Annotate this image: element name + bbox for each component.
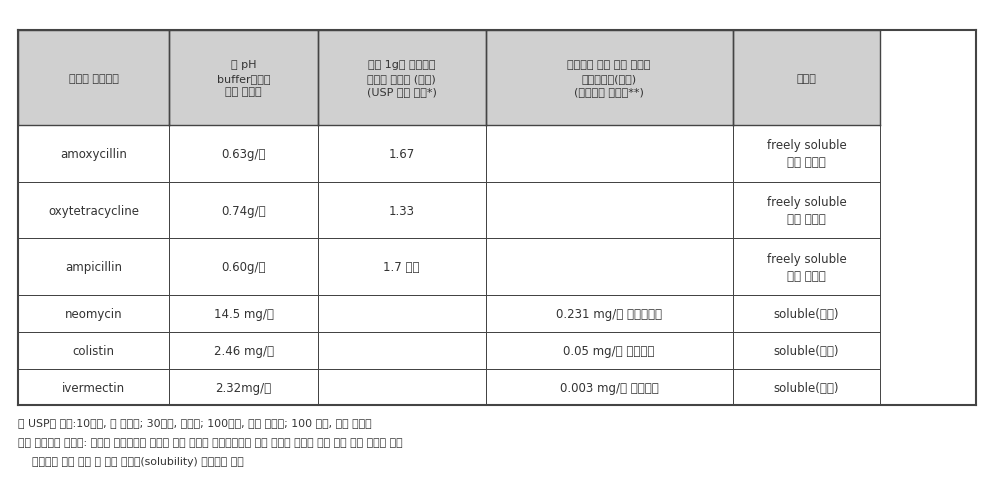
Bar bbox=[318, 182, 485, 239]
Text: freely soluble
（잘 녹음）: freely soluble （잘 녹음） bbox=[766, 196, 846, 226]
Text: soluble(녹음): soluble(녹음) bbox=[773, 381, 839, 394]
Bar bbox=[169, 182, 318, 239]
Text: soluble(녹음): soluble(녹음) bbox=[773, 307, 839, 320]
Text: 0.60g/㎖: 0.60g/㎖ bbox=[222, 261, 265, 274]
Bar bbox=[318, 239, 485, 296]
Bar bbox=[169, 126, 318, 182]
Text: ＊＊ 용량조절 접근법: 용해도 시험법으로 측정된 해당 약물의 평균용해량이 특정 축종의 위장의 용적 대비 해당 약물의 최대: ＊＊ 용량조절 접근법: 용해도 시험법으로 측정된 해당 약물의 평균용해량이… bbox=[18, 437, 403, 447]
Text: 0.74g/㎖: 0.74g/㎖ bbox=[222, 204, 265, 217]
Bar bbox=[169, 239, 318, 296]
Bar bbox=[485, 31, 733, 126]
Bar bbox=[169, 332, 318, 369]
Text: 2.46 mg/㎖: 2.46 mg/㎖ bbox=[214, 344, 273, 357]
Text: 제품중 유효성분: 제품중 유효성분 bbox=[69, 73, 118, 84]
Bar bbox=[733, 31, 881, 126]
Text: 0.63g/㎖: 0.63g/㎖ bbox=[222, 147, 265, 160]
Bar bbox=[733, 296, 881, 332]
Bar bbox=[733, 182, 881, 239]
Text: 0.05 mg/㎖ （돼지）: 0.05 mg/㎖ （돼지） bbox=[564, 344, 655, 357]
Text: ampicillin: ampicillin bbox=[65, 261, 122, 274]
Bar bbox=[18, 332, 169, 369]
Bar bbox=[18, 369, 169, 406]
Text: freely soluble
（잘 녹음）: freely soluble （잘 녹음） bbox=[766, 252, 846, 282]
Bar bbox=[18, 296, 169, 332]
Text: 0.003 mg/㎖ （웅돈）: 0.003 mg/㎖ （웅돈） bbox=[560, 381, 658, 394]
Text: 섭취량의 비율 보다 클 경우 용해성(solubility) 있음으로 판정: 섭취량의 비율 보다 클 경우 용해성(solubility) 있음으로 판정 bbox=[18, 456, 244, 466]
Text: 성분 1g을 녹이는데
필요한 용매량 (비율)
(USP 정의 기준*): 성분 1g을 녹이는데 필요한 용매량 (비율) (USP 정의 기준*) bbox=[367, 60, 436, 96]
Bar bbox=[485, 126, 733, 182]
Text: ＊ USP의 경의:10미만, 잘 녹는다; 30미만, 녹는다; 100미만, 조금 녹는다; 100 이상, 녹기 어렵다: ＊ USP의 경의:10미만, 잘 녹는다; 30미만, 녹는다; 100미만,… bbox=[18, 418, 372, 428]
Text: neomycin: neomycin bbox=[65, 307, 122, 320]
Text: 2.32mg/㎖: 2.32mg/㎖ bbox=[216, 381, 271, 394]
Bar bbox=[318, 296, 485, 332]
Bar bbox=[18, 182, 169, 239]
Text: 축종위장 용적 대비 성분의
최대섭취량(비율)
(용량조절 접근법**): 축종위장 용적 대비 성분의 최대섭취량(비율) (용량조절 접근법**) bbox=[568, 60, 651, 96]
Text: ivermectin: ivermectin bbox=[62, 381, 125, 394]
Text: amoxycillin: amoxycillin bbox=[61, 147, 127, 160]
Bar bbox=[733, 369, 881, 406]
Text: 1.7 이하: 1.7 이하 bbox=[384, 261, 419, 274]
Bar bbox=[485, 296, 733, 332]
Bar bbox=[733, 239, 881, 296]
Bar bbox=[733, 126, 881, 182]
Text: soluble(녹음): soluble(녹음) bbox=[773, 344, 839, 357]
Text: 14.5 mg/㎖: 14.5 mg/㎖ bbox=[214, 307, 273, 320]
Bar bbox=[485, 239, 733, 296]
Bar bbox=[18, 31, 169, 126]
Bar bbox=[318, 332, 485, 369]
Bar bbox=[169, 296, 318, 332]
Text: 각 pH
buffer에서의
평균 용해량: 각 pH buffer에서의 평균 용해량 bbox=[217, 60, 270, 96]
Text: 0.231 mg/㎖ （숭아지）: 0.231 mg/㎖ （숭아지） bbox=[556, 307, 662, 320]
Text: 1.33: 1.33 bbox=[389, 204, 414, 217]
Bar bbox=[18, 126, 169, 182]
Bar bbox=[485, 182, 733, 239]
Bar bbox=[18, 239, 169, 296]
Bar bbox=[733, 332, 881, 369]
Text: oxytetracycline: oxytetracycline bbox=[48, 204, 139, 217]
Bar bbox=[485, 369, 733, 406]
Text: 용해성: 용해성 bbox=[796, 73, 816, 84]
Bar bbox=[169, 369, 318, 406]
Bar bbox=[485, 332, 733, 369]
Bar bbox=[169, 31, 318, 126]
Text: colistin: colistin bbox=[73, 344, 114, 357]
Bar bbox=[318, 31, 485, 126]
Text: freely soluble
（잘 녹음）: freely soluble （잘 녹음） bbox=[766, 139, 846, 169]
Bar bbox=[318, 369, 485, 406]
Text: 1.67: 1.67 bbox=[389, 147, 414, 160]
Bar bbox=[318, 126, 485, 182]
